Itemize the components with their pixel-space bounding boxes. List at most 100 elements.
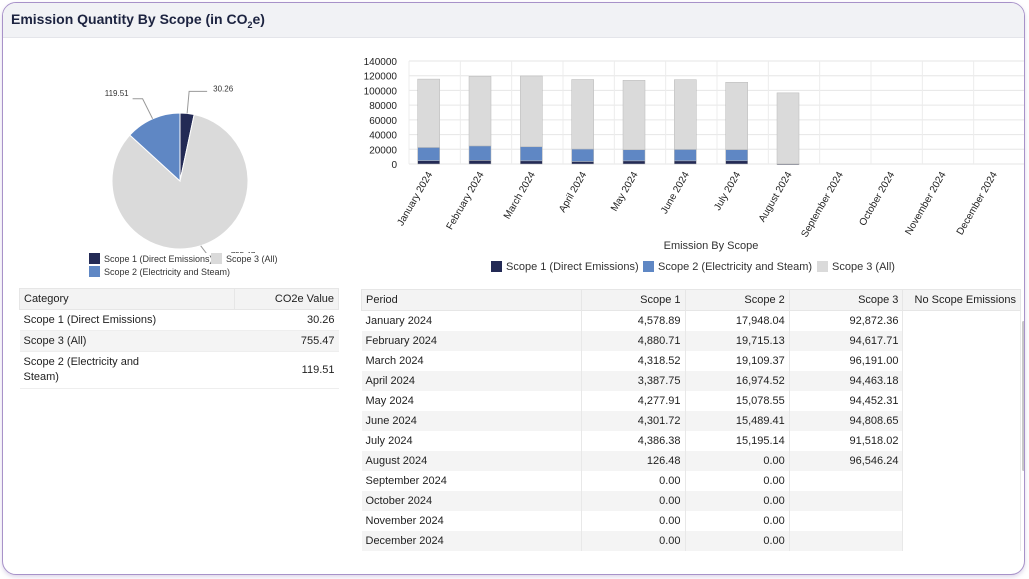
x-tick-label: August 2024 (757, 170, 795, 225)
pie-chart: 30.26 755.47 119.51 (105, 84, 256, 253)
pie-leader-line (186, 90, 208, 114)
col-header-scope2[interactable]: Scope 2 (684, 289, 790, 311)
bar-legend-scope1[interactable]: Scope 1 (Direct Emissions) (491, 261, 639, 273)
bar-scope2[interactable] (725, 149, 748, 162)
table-row[interactable]: October 2024 0.00 0.00 (361, 491, 1021, 511)
bar-scope3[interactable] (776, 92, 800, 165)
no-scope-cell (902, 391, 1021, 411)
period-cell: February 2024 (361, 331, 582, 351)
scope1-cell: 0.00 (581, 471, 686, 491)
x-tick-label: April 2024 (557, 170, 589, 215)
table-row[interactable]: January 2024 4,578.89 17,948.04 92,872.36 (361, 310, 1021, 331)
table-row[interactable]: Scope 3 (All) 755.47 (19, 330, 339, 352)
scope3-cell: 92,872.36 (789, 310, 904, 331)
no-scope-cell (902, 351, 1021, 371)
no-scope-cell (902, 511, 1021, 531)
no-scope-cell (902, 491, 1021, 511)
col-header-co2e[interactable]: CO2e Value (233, 288, 340, 310)
table-row[interactable]: February 2024 4,880.71 19,715.13 94,617.71 (361, 331, 1021, 351)
table-header-row: Category CO2e Value (19, 288, 340, 310)
bar-scope1[interactable] (725, 160, 748, 165)
table-row[interactable]: March 2024 4,318.52 19,109.37 96,191.00 (361, 351, 1021, 371)
col-header-period[interactable]: Period (361, 289, 582, 311)
bar-scope1[interactable] (417, 160, 440, 165)
y-tick-label: 0 (391, 160, 397, 171)
no-scope-cell (902, 310, 1021, 331)
y-tick-label: 20000 (369, 145, 397, 156)
no-scope-cell (902, 451, 1021, 471)
table-row[interactable]: November 2024 0.00 0.00 (361, 511, 1021, 531)
bar-scope3[interactable] (674, 79, 697, 150)
scope1-cell: 4,301.72 (581, 411, 686, 431)
pie-legend-scope2[interactable]: Scope 2 (Electricity and Steam) (89, 266, 230, 277)
legend-label: Scope 2 (Electricity and Steam) (658, 261, 813, 273)
bar-scope2[interactable] (571, 148, 594, 162)
scope3-cell: 96,546.24 (789, 451, 904, 471)
x-tick-label: March 2024 (502, 170, 538, 222)
scope2-cell: 19,715.13 (685, 331, 790, 351)
table-header-row: Period Scope 1 Scope 2 Scope 3 No Scope … (361, 289, 1021, 311)
pie-leader-line (200, 245, 207, 253)
table-scrollbar[interactable] (1022, 321, 1024, 471)
x-tick-label: May 2024 (609, 170, 641, 214)
scope1-cell: 0.00 (581, 511, 686, 531)
bar-scope1[interactable] (520, 160, 543, 165)
x-tick-label: January 2024 (395, 170, 435, 228)
period-cell: October 2024 (361, 491, 582, 511)
scope2-cell: 15,489.41 (685, 411, 790, 431)
scope3-cell (789, 491, 904, 511)
col-header-scope1[interactable]: Scope 1 (580, 289, 686, 311)
legend-label: Scope 3 (All) (832, 261, 895, 273)
table-row[interactable]: July 2024 4,386.38 15,195.14 91,518.02 (361, 431, 1021, 451)
bar-legend-scope3[interactable]: Scope 3 (All) (817, 261, 895, 273)
period-cell: July 2024 (361, 431, 582, 451)
table-row[interactable]: June 2024 4,301.72 15,489.41 94,808.65 (361, 411, 1021, 431)
x-tick-label: September 2024 (799, 170, 846, 240)
bar-scope1[interactable] (571, 161, 594, 165)
table-row[interactable]: May 2024 4,277.91 15,078.55 94,452.31 (361, 391, 1021, 411)
bar-legend-scope2[interactable]: Scope 2 (Electricity and Steam) (643, 261, 812, 273)
scope3-cell (789, 531, 904, 551)
bar-scope2[interactable] (468, 145, 492, 161)
bar-scope2[interactable] (417, 147, 440, 161)
bar-scope2[interactable] (520, 146, 543, 162)
bar-scope1[interactable] (622, 160, 646, 165)
co2e-value-cell: 119.51 (234, 351, 339, 389)
x-axis-title: Emission By Scope (664, 240, 759, 252)
scope2-cell: 0.00 (685, 491, 790, 511)
bar-scope1[interactable] (468, 160, 492, 165)
scope1-cell: 0.00 (581, 491, 686, 511)
col-header-category[interactable]: Category (19, 288, 235, 310)
table-row[interactable]: September 2024 0.00 0.00 (361, 471, 1021, 491)
scope2-cell: 0.00 (685, 451, 790, 471)
x-tick-label: July 2024 (712, 170, 743, 213)
col-header-scope3[interactable]: Scope 3 (788, 289, 904, 311)
table-row[interactable]: April 2024 3,387.75 16,974.52 94,463.18 (361, 371, 1021, 391)
table-row[interactable]: August 2024 126.48 0.00 96,546.24 (361, 451, 1021, 471)
category-table: Category CO2e Value Scope 1 (Direct Emis… (19, 288, 340, 389)
pie-slice-scope2[interactable] (129, 112, 181, 183)
pie-legend-scope3[interactable]: Scope 3 (All) (211, 253, 278, 264)
bar-scope2[interactable] (674, 149, 697, 162)
bar-scope3[interactable] (725, 82, 748, 150)
table-row[interactable]: December 2024 0.00 0.00 (361, 531, 1021, 551)
table-row[interactable]: Scope 2 (Electricity and Steam) 119.51 (19, 351, 339, 389)
scope1-swatch (491, 261, 502, 272)
table-row[interactable]: Scope 1 (Direct Emissions) 30.26 (19, 309, 339, 331)
period-cell: May 2024 (361, 391, 582, 411)
bar-scope3[interactable] (622, 80, 646, 151)
period-table: Period Scope 1 Scope 2 Scope 3 No Scope … (361, 289, 1021, 551)
legend-label: Scope 3 (All) (226, 254, 278, 264)
col-header-no-scope[interactable]: No Scope Emissions (902, 289, 1021, 311)
pie-legend-scope1[interactable]: Scope 1 (Direct Emissions) (89, 253, 213, 264)
scope2-swatch (643, 261, 654, 272)
bar-scope3[interactable] (520, 75, 543, 148)
scope3-cell: 94,808.65 (789, 411, 904, 431)
y-tick-label: 60000 (369, 116, 397, 127)
bar-scope3[interactable] (468, 76, 492, 147)
bar-scope2[interactable] (622, 149, 646, 162)
bar-scope3[interactable] (417, 78, 440, 148)
bar-scope3[interactable] (571, 79, 594, 150)
bar-legend: Scope 1 (Direct Emissions) Scope 2 (Elec… (491, 261, 911, 277)
bar-scope1[interactable] (674, 160, 697, 165)
